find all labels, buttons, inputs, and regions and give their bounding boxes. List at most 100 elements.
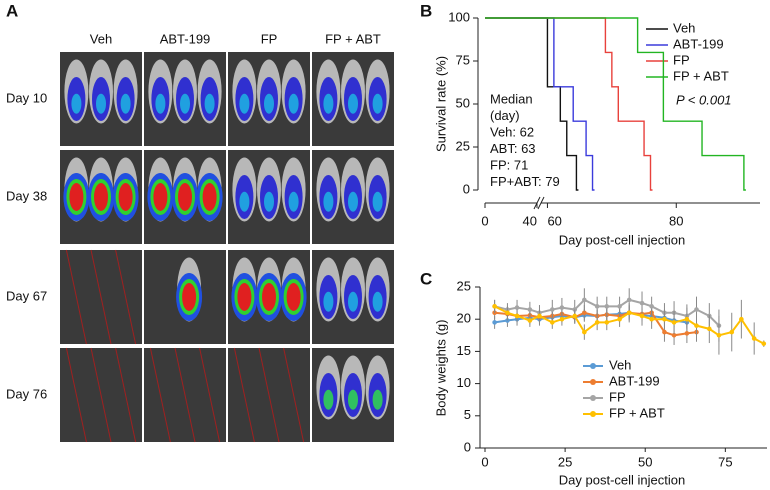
panel-a: Veh ABT-199 FP FP + ABT Day 10 Day 38 Day 67 Da… bbox=[6, 31, 394, 443]
x-tick-label: 50 bbox=[638, 454, 652, 469]
survival-line bbox=[485, 17, 595, 191]
signal bbox=[118, 183, 133, 211]
x-tick-label: 25 bbox=[558, 454, 572, 469]
empty-mark bbox=[115, 249, 137, 345]
marker bbox=[626, 310, 632, 316]
empty-mark bbox=[174, 347, 196, 443]
signal bbox=[348, 291, 358, 312]
y-tick-label: 15 bbox=[457, 343, 471, 358]
marker bbox=[626, 297, 632, 303]
y-tick-label: 0 bbox=[464, 439, 471, 454]
y-axis-label: Body weights (g) bbox=[433, 320, 448, 417]
y-tick-label: 75 bbox=[456, 52, 470, 67]
signal bbox=[178, 183, 192, 211]
marker bbox=[559, 316, 565, 322]
marker bbox=[559, 305, 565, 310]
marker bbox=[594, 304, 600, 309]
signal bbox=[372, 191, 383, 212]
legend-label: FP + ABT bbox=[609, 405, 665, 420]
marker bbox=[707, 326, 712, 332]
marker bbox=[639, 313, 645, 319]
x-tick-label: 0 bbox=[481, 213, 488, 228]
x-tick-label: 80 bbox=[669, 213, 683, 228]
y-tick-label: 20 bbox=[457, 311, 471, 326]
row-label: Day 76 bbox=[6, 386, 47, 401]
x-tick-label: 75 bbox=[718, 454, 732, 469]
marker bbox=[492, 304, 497, 309]
marker bbox=[594, 320, 600, 325]
signal bbox=[323, 191, 334, 212]
signal bbox=[348, 93, 358, 114]
marker bbox=[761, 341, 767, 346]
legend-label: ABT-199 bbox=[673, 36, 724, 51]
marker bbox=[751, 336, 757, 341]
row-label: Day 67 bbox=[6, 288, 47, 303]
x-axis-label: Day post-cell injection bbox=[559, 472, 685, 487]
marker bbox=[694, 323, 699, 328]
marker bbox=[505, 310, 510, 316]
signal bbox=[288, 191, 299, 212]
legend-label: Veh bbox=[609, 357, 631, 372]
signal bbox=[71, 93, 82, 114]
y-tick-label: 5 bbox=[464, 407, 471, 422]
signal bbox=[372, 291, 383, 312]
signal bbox=[323, 93, 334, 114]
signal bbox=[237, 283, 252, 311]
y-tick-label: 50 bbox=[456, 95, 470, 110]
signal bbox=[153, 183, 168, 211]
empty-mark bbox=[199, 347, 221, 443]
marker bbox=[684, 331, 690, 336]
annotation: FP: 71 bbox=[490, 157, 528, 172]
signal bbox=[180, 93, 190, 114]
marker bbox=[739, 316, 744, 322]
marker bbox=[617, 316, 622, 322]
legend-label: FP bbox=[673, 52, 690, 67]
signal bbox=[372, 389, 383, 410]
annotation: (day) bbox=[490, 108, 520, 123]
signal bbox=[202, 183, 217, 211]
empty-mark bbox=[283, 347, 305, 443]
legend-marker bbox=[590, 379, 596, 385]
legend-marker bbox=[590, 411, 596, 417]
column-header: Veh bbox=[90, 31, 112, 46]
empty-mark bbox=[149, 347, 171, 443]
marker bbox=[514, 305, 520, 310]
signal bbox=[120, 93, 131, 114]
signal bbox=[69, 183, 84, 211]
marker bbox=[514, 313, 520, 319]
signal bbox=[262, 283, 276, 311]
y-tick-label: 10 bbox=[457, 375, 471, 390]
signal bbox=[94, 183, 108, 211]
signal bbox=[264, 93, 274, 114]
marker bbox=[649, 304, 654, 309]
signal bbox=[264, 191, 274, 212]
signal bbox=[323, 291, 334, 312]
marker bbox=[694, 307, 699, 312]
signal bbox=[348, 191, 358, 212]
empty-mark bbox=[258, 347, 280, 443]
panel-label: A bbox=[6, 1, 18, 20]
axis-break bbox=[537, 196, 545, 210]
marker bbox=[617, 304, 622, 309]
signal bbox=[204, 93, 215, 114]
marker bbox=[582, 329, 587, 335]
marker bbox=[492, 320, 497, 325]
row-label: Day 10 bbox=[6, 90, 47, 105]
signal bbox=[155, 93, 166, 114]
annotation: Median bbox=[490, 91, 533, 106]
marker bbox=[582, 297, 587, 303]
legend-label: Veh bbox=[673, 20, 695, 35]
marker bbox=[639, 300, 645, 306]
signal bbox=[288, 93, 299, 114]
panel-label: B bbox=[420, 1, 432, 20]
p-value: P < 0.001 bbox=[676, 92, 732, 107]
survival-line bbox=[485, 17, 653, 191]
annotation: Veh: 62 bbox=[490, 124, 534, 139]
legend-label: FP + ABT bbox=[673, 68, 729, 83]
x-tick-label: 40 bbox=[523, 213, 537, 228]
y-tick-label: 25 bbox=[457, 278, 471, 293]
signal bbox=[96, 93, 106, 114]
x-axis-label: Day post-cell injection bbox=[559, 232, 685, 247]
